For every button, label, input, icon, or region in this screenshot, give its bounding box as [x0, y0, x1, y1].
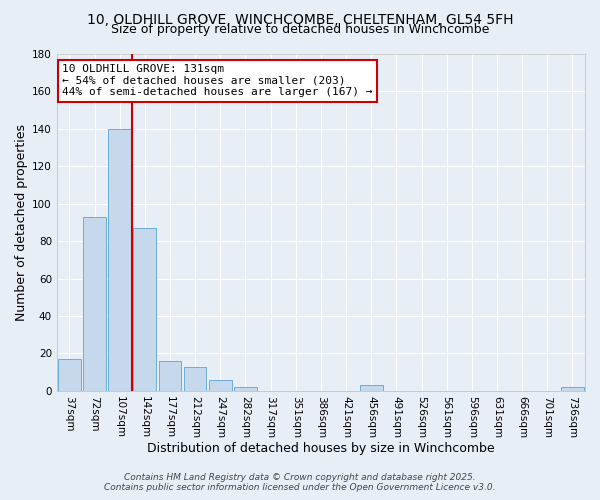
Y-axis label: Number of detached properties: Number of detached properties: [15, 124, 28, 321]
Bar: [360, 385, 383, 391]
Bar: [109, 129, 131, 391]
Bar: [561, 387, 584, 391]
Bar: [234, 387, 257, 391]
Text: 10 OLDHILL GROVE: 131sqm
← 54% of detached houses are smaller (203)
44% of semi-: 10 OLDHILL GROVE: 131sqm ← 54% of detach…: [62, 64, 373, 98]
X-axis label: Distribution of detached houses by size in Winchcombe: Distribution of detached houses by size …: [147, 442, 495, 455]
Bar: [158, 361, 181, 391]
Bar: [133, 228, 156, 391]
Bar: [58, 359, 80, 391]
Text: Contains HM Land Registry data © Crown copyright and database right 2025.
Contai: Contains HM Land Registry data © Crown c…: [104, 473, 496, 492]
Text: 10, OLDHILL GROVE, WINCHCOMBE, CHELTENHAM, GL54 5FH: 10, OLDHILL GROVE, WINCHCOMBE, CHELTENHA…: [87, 12, 513, 26]
Text: Size of property relative to detached houses in Winchcombe: Size of property relative to detached ho…: [111, 22, 489, 36]
Bar: [209, 380, 232, 391]
Bar: [184, 366, 206, 391]
Bar: [83, 217, 106, 391]
